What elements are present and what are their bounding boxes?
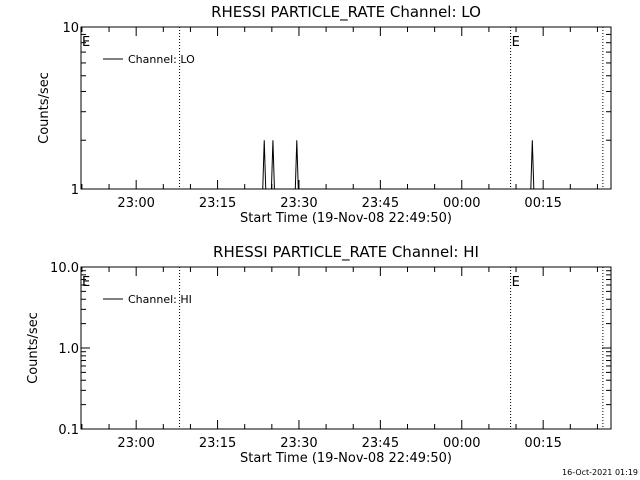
x-tick-label: 23:00 bbox=[117, 196, 154, 211]
event-marker-label: E bbox=[512, 35, 520, 50]
event-marker-label: E bbox=[82, 275, 90, 290]
x-tick-label: 00:15 bbox=[524, 436, 561, 451]
x-tick-label: 23:30 bbox=[280, 436, 317, 451]
x-axis-label: Start Time (19-Nov-08 22:49:50) bbox=[240, 451, 452, 466]
x-tick-label: 23:30 bbox=[280, 196, 317, 211]
y-axis-label: Counts/sec bbox=[37, 72, 52, 144]
x-tick-label: 23:15 bbox=[199, 436, 236, 451]
legend-label: Channel: HI bbox=[128, 293, 192, 306]
x-tick-label: 23:45 bbox=[362, 196, 399, 211]
event-marker-label: E bbox=[512, 275, 520, 290]
chart-panel-2: RHESSI PARTICLE_RATE Channel: HI 0.1 1.0 10… bbox=[26, 243, 612, 466]
data-spike bbox=[294, 140, 299, 190]
data-spike bbox=[270, 140, 275, 190]
footer-timestamp: 16-Oct-2021 01:19 bbox=[562, 468, 638, 477]
y-tick-label: 10 bbox=[62, 21, 79, 36]
chart-title: RHESSI PARTICLE_RATE Channel: LO bbox=[211, 3, 481, 22]
x-tick-label: 23:15 bbox=[199, 196, 236, 211]
data-spike bbox=[530, 140, 535, 190]
y-tick-label: 10.0 bbox=[50, 261, 79, 276]
chart-title: RHESSI PARTICLE_RATE Channel: HI bbox=[213, 243, 479, 262]
y-tick-label: 0.1 bbox=[58, 423, 79, 438]
x-tick-label: 00:00 bbox=[443, 196, 480, 211]
x-tick-label: 23:00 bbox=[117, 436, 154, 451]
plot-frame bbox=[80, 26, 612, 190]
x-tick-label: 00:00 bbox=[443, 436, 480, 451]
event-marker-label: E bbox=[82, 35, 90, 50]
y-tick-label: 1 bbox=[71, 183, 79, 198]
data-spike bbox=[262, 140, 267, 190]
y-tick-label: 1.0 bbox=[58, 342, 79, 357]
x-tick-label: 23:45 bbox=[362, 436, 399, 451]
chart-panel-1: RHESSI PARTICLE_RATE Channel: LO 1 10 23:00… bbox=[37, 3, 612, 226]
legend-label: Channel: LO bbox=[128, 53, 195, 66]
x-axis-label: Start Time (19-Nov-08 22:49:50) bbox=[240, 211, 452, 226]
y-axis-label: Counts/sec bbox=[26, 312, 41, 384]
x-tick-label: 00:15 bbox=[524, 196, 561, 211]
